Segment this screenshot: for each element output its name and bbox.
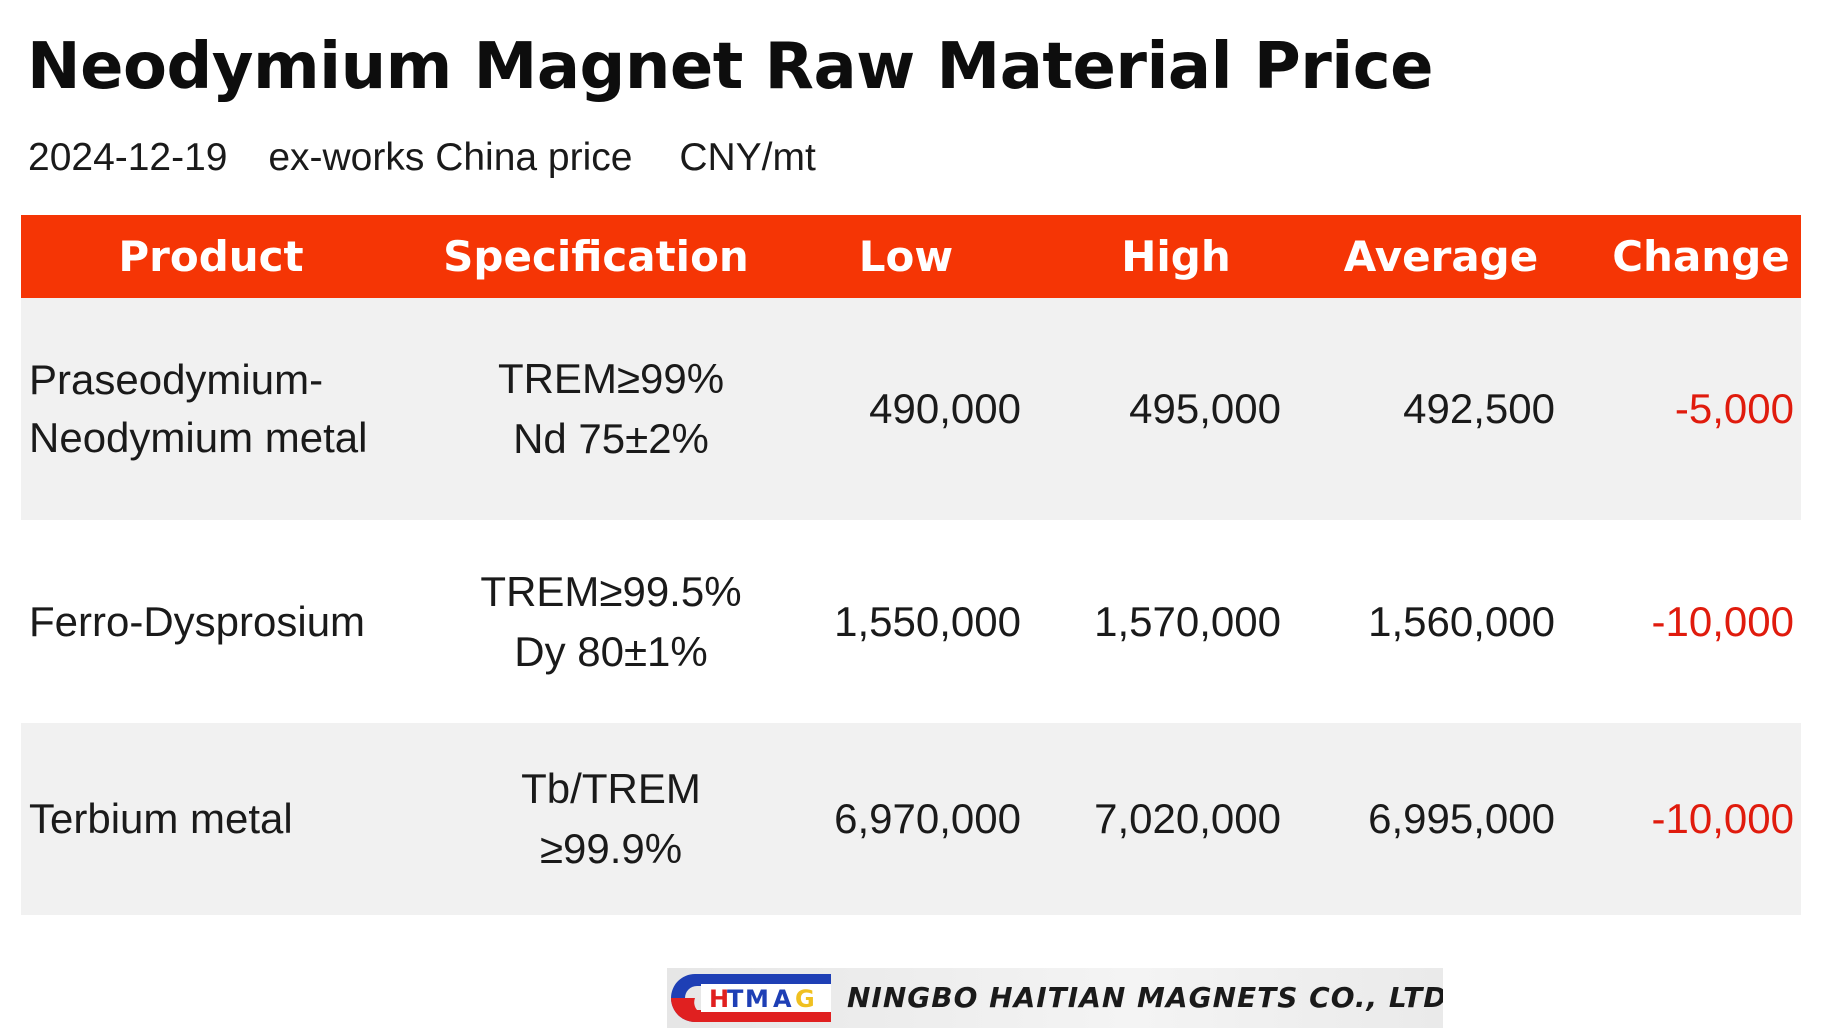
header-average: Average bbox=[1343, 232, 1539, 281]
header-low: Low bbox=[858, 232, 954, 281]
price-high: 7,020,000 bbox=[1094, 795, 1281, 842]
page-title: Neodymium Magnet Raw Material Price bbox=[27, 30, 1434, 104]
product-name: Ferro-Dysprosium bbox=[29, 597, 366, 645]
price-basis: ex-works China price bbox=[268, 136, 633, 179]
header-change: Change bbox=[1612, 232, 1790, 281]
price-date: 2024-12-19 bbox=[28, 136, 228, 179]
svg-text:G: G bbox=[795, 985, 815, 1013]
header-product: Product bbox=[118, 232, 304, 281]
company-logo-banner: H T M A G NINGBO HAITIAN MAGNETS CO., LT… bbox=[667, 968, 1443, 1028]
table-row: Praseodymium-Neodymium metal TREM≥99% Nd… bbox=[21, 298, 1801, 520]
spec-line: Nd 75±2% bbox=[513, 415, 709, 462]
svg-text:A: A bbox=[773, 985, 792, 1013]
spec-line: Tb/TREM bbox=[521, 765, 701, 812]
price-high: 1,570,000 bbox=[1094, 597, 1281, 645]
table-row: Ferro-Dysprosium TREM≥99.5% Dy 80±1% 1,5… bbox=[21, 520, 1801, 723]
price-subtitle: 2024-12-19 ex-works China price CNY/mt bbox=[28, 136, 816, 180]
table-header: Product Specification Low High Average C… bbox=[21, 215, 1801, 298]
price-change: -10,000 bbox=[1651, 795, 1794, 842]
htmag-logo-icon: H T M A G bbox=[671, 974, 831, 1022]
product-specification: TREM≥99% Nd 75±2% bbox=[416, 298, 806, 520]
price-low: 490,000 bbox=[869, 385, 1021, 432]
product-name: Terbium metal bbox=[29, 795, 293, 842]
price-unit: CNY/mt bbox=[679, 136, 816, 179]
spec-line: Dy 80±1% bbox=[514, 627, 708, 675]
price-change: -5,000 bbox=[1674, 385, 1794, 432]
table-row: Terbium metal Tb/TREM ≥99.9% 6,970,000 7… bbox=[21, 723, 1801, 915]
header-high: High bbox=[1121, 232, 1231, 281]
svg-text:H: H bbox=[709, 985, 729, 1013]
header-specification: Specification bbox=[443, 232, 749, 281]
price-low: 6,970,000 bbox=[834, 795, 1021, 842]
spec-line: TREM≥99.5% bbox=[480, 567, 742, 615]
price-change: -10,000 bbox=[1651, 597, 1794, 645]
svg-text:M: M bbox=[745, 985, 769, 1013]
price-high: 495,000 bbox=[1129, 385, 1281, 432]
product-specification: Tb/TREM ≥99.9% bbox=[416, 723, 806, 915]
product-name: Praseodymium-Neodymium metal bbox=[29, 356, 368, 461]
price-table: Product Specification Low High Average C… bbox=[21, 215, 1801, 915]
price-average: 492,500 bbox=[1403, 385, 1555, 432]
price-average: 1,560,000 bbox=[1368, 597, 1555, 645]
price-low: 1,550,000 bbox=[834, 597, 1021, 645]
svg-text:T: T bbox=[727, 985, 744, 1013]
company-name: NINGBO HAITIAN MAGNETS CO., LTD bbox=[847, 981, 1443, 1014]
price-average: 6,995,000 bbox=[1368, 795, 1555, 842]
spec-line: ≥99.9% bbox=[539, 825, 683, 872]
product-specification: TREM≥99.5% Dy 80±1% bbox=[416, 520, 806, 723]
spec-line: TREM≥99% bbox=[497, 355, 725, 402]
